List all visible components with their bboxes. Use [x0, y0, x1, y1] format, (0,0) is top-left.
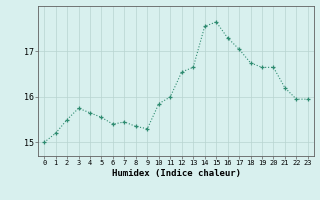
X-axis label: Humidex (Indice chaleur): Humidex (Indice chaleur) — [111, 169, 241, 178]
